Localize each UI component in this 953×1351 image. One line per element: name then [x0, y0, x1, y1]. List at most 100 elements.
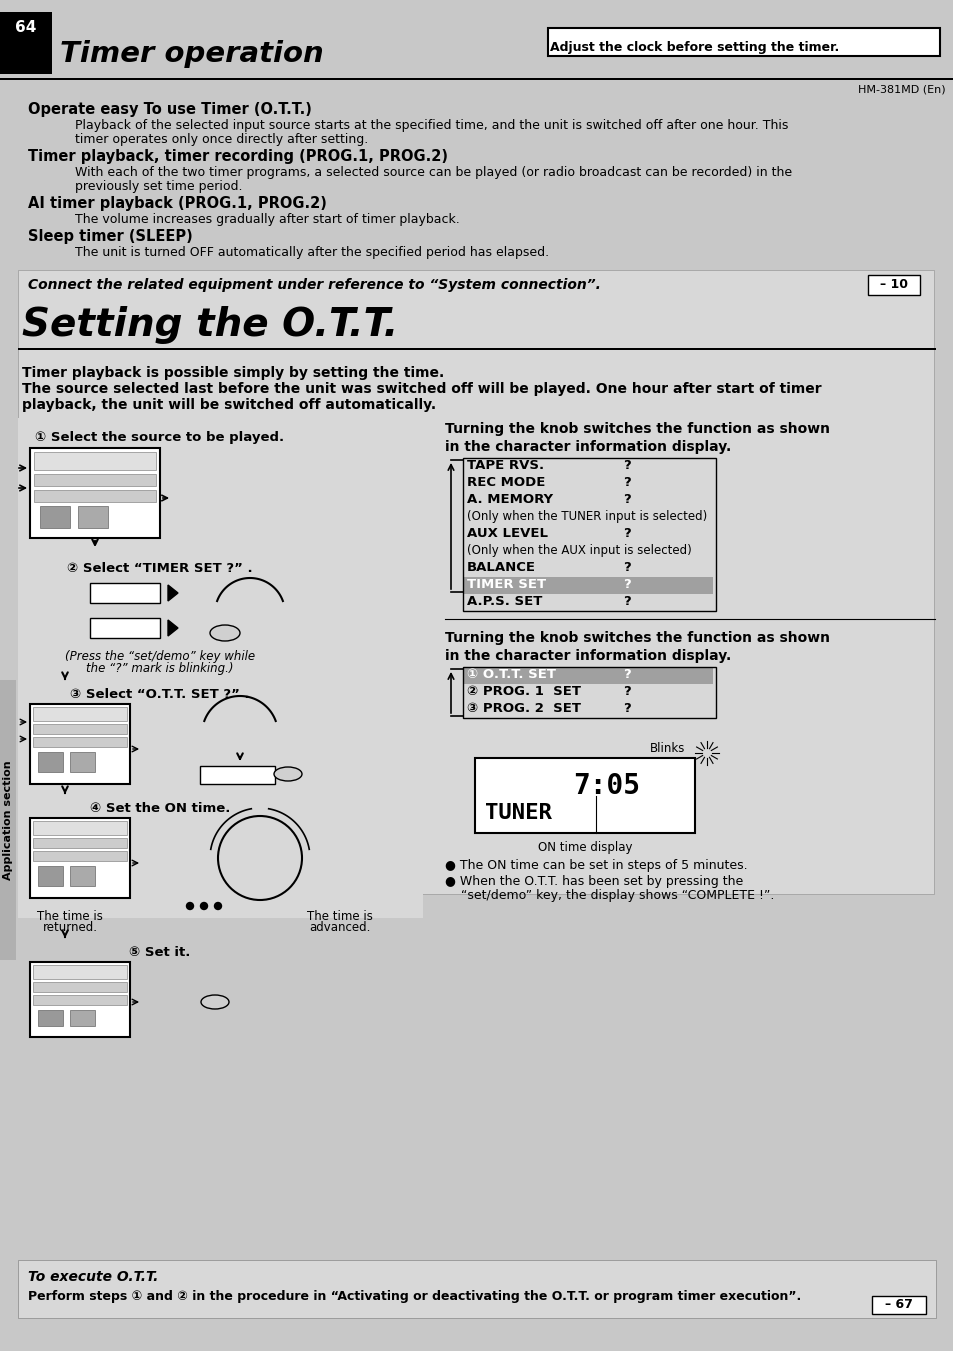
Text: ?: ?: [622, 527, 630, 540]
Bar: [34, 453, 156, 470]
Bar: [30, 449, 160, 538]
Bar: [18, 349, 935, 350]
Ellipse shape: [274, 767, 302, 781]
Text: Setting the O.T.T.: Setting the O.T.T.: [22, 305, 397, 345]
Bar: [200, 766, 274, 784]
Bar: [34, 474, 156, 486]
Text: TAPE RVS.: TAPE RVS.: [467, 459, 543, 471]
Text: ● When the O.T.T. has been set by pressing the: ● When the O.T.T. has been set by pressi…: [444, 875, 742, 888]
Text: Timer playback is possible simply by setting the time.: Timer playback is possible simply by set…: [22, 366, 444, 380]
Bar: [30, 962, 130, 1038]
Bar: [90, 617, 160, 638]
Text: (Only when the AUX input is selected): (Only when the AUX input is selected): [467, 544, 691, 557]
Text: ② PROG. 1  SET: ② PROG. 1 SET: [467, 685, 580, 698]
Bar: [33, 707, 127, 721]
Text: Playback of the selected input source starts at the specified time, and the unit: Playback of the selected input source st…: [75, 119, 787, 132]
Bar: [78, 507, 108, 528]
Text: ?: ?: [622, 703, 630, 715]
Circle shape: [200, 902, 208, 909]
Ellipse shape: [201, 994, 229, 1009]
Text: ?: ?: [622, 476, 630, 489]
Text: in the character information display.: in the character information display.: [444, 648, 731, 663]
Text: “set/demo” key, the display shows “COMPLETE !”.: “set/demo” key, the display shows “COMPL…: [444, 889, 774, 902]
Text: 64: 64: [15, 20, 36, 35]
Text: ● The ON time can be set in steps of 5 minutes.: ● The ON time can be set in steps of 5 m…: [444, 859, 747, 871]
Text: BALANCE: BALANCE: [467, 561, 536, 574]
Bar: [33, 821, 127, 835]
Text: HM-381MD (En): HM-381MD (En): [858, 84, 945, 95]
Bar: [33, 838, 127, 848]
Text: AUX LEVEL: AUX LEVEL: [467, 527, 547, 540]
Text: timer operates only once directly after setting.: timer operates only once directly after …: [75, 132, 368, 146]
Text: ?: ?: [622, 493, 630, 507]
Text: in the character information display.: in the character information display.: [444, 440, 731, 454]
Bar: [30, 704, 130, 784]
Bar: [33, 738, 127, 747]
Polygon shape: [168, 585, 178, 601]
Text: The unit is turned OFF automatically after the specified period has elapsed.: The unit is turned OFF automatically aft…: [75, 246, 549, 259]
Bar: [40, 507, 70, 528]
Text: ⑤ Set it.: ⑤ Set it.: [130, 946, 191, 958]
Text: TIMER SET: TIMER SET: [467, 578, 545, 590]
Bar: [18, 270, 933, 894]
Text: With each of the two timer programs, a selected source can be played (or radio b: With each of the two timer programs, a s…: [75, 166, 791, 178]
Bar: [462, 667, 712, 684]
Text: ④ Set the ON time.: ④ Set the ON time.: [90, 801, 230, 815]
Text: ③ PROG. 2  SET: ③ PROG. 2 SET: [467, 703, 580, 715]
Text: the “?” mark is blinking.): the “?” mark is blinking.): [86, 662, 233, 676]
Text: The time is: The time is: [307, 911, 373, 923]
Text: Adjust the clock before setting the timer.: Adjust the clock before setting the time…: [550, 41, 839, 54]
Bar: [0, 0, 953, 78]
Ellipse shape: [210, 626, 240, 640]
Text: 7:05: 7:05: [573, 771, 639, 800]
Bar: [70, 1011, 95, 1025]
Text: TUNER: TUNER: [484, 802, 551, 823]
Text: ③ Select “O.T.T. SET ?” .: ③ Select “O.T.T. SET ?” .: [71, 688, 250, 701]
Text: To execute O.T.T.: To execute O.T.T.: [28, 1270, 158, 1283]
Text: previously set time period.: previously set time period.: [75, 180, 242, 193]
Bar: [867, 276, 919, 295]
Text: (Only when the TUNER input is selected): (Only when the TUNER input is selected): [467, 509, 706, 523]
Circle shape: [214, 902, 221, 909]
Text: A. MEMORY: A. MEMORY: [467, 493, 553, 507]
Bar: [33, 965, 127, 979]
Polygon shape: [168, 620, 178, 636]
Text: The source selected last before the unit was switched off will be played. One ho: The source selected last before the unit…: [22, 382, 821, 396]
Bar: [462, 667, 716, 717]
Bar: [0, 78, 953, 80]
Bar: [462, 577, 712, 594]
Bar: [38, 753, 63, 771]
Text: advanced.: advanced.: [309, 921, 371, 934]
Text: REC MODE: REC MODE: [467, 476, 545, 489]
Text: – 10: – 10: [879, 278, 907, 292]
Bar: [547, 28, 939, 55]
Text: A.P.S. SET: A.P.S. SET: [467, 594, 542, 608]
Text: Operate easy To use Timer (O.T.T.): Operate easy To use Timer (O.T.T.): [28, 101, 312, 118]
Text: – 67: – 67: [884, 1298, 912, 1312]
Bar: [33, 982, 127, 992]
Text: ?: ?: [622, 685, 630, 698]
Text: AI timer playback (PROG.1, PROG.2): AI timer playback (PROG.1, PROG.2): [28, 196, 327, 211]
Bar: [70, 753, 95, 771]
Text: ?: ?: [622, 459, 630, 471]
Text: ① Select the source to be played.: ① Select the source to be played.: [35, 431, 284, 444]
Bar: [90, 584, 160, 603]
Bar: [38, 1011, 63, 1025]
Bar: [0, 12, 52, 74]
Text: The time is: The time is: [37, 911, 103, 923]
Bar: [30, 817, 130, 898]
Text: Connect the related equipment under reference to “System connection”.: Connect the related equipment under refe…: [28, 278, 600, 292]
Text: Turning the knob switches the function as shown: Turning the knob switches the function a…: [444, 422, 829, 436]
Text: ① O.T.T. SET: ① O.T.T. SET: [467, 667, 556, 681]
Bar: [0, 680, 16, 961]
Bar: [70, 866, 95, 886]
Bar: [38, 866, 63, 886]
Text: ② Select “TIMER SET ?” .: ② Select “TIMER SET ?” .: [67, 562, 253, 574]
Text: The volume increases gradually after start of timer playback.: The volume increases gradually after sta…: [75, 213, 459, 226]
Text: Blinks: Blinks: [649, 742, 684, 755]
Text: ?: ?: [622, 667, 630, 681]
Text: ?: ?: [622, 594, 630, 608]
Bar: [33, 724, 127, 734]
Text: Timer playback, timer recording (PROG.1, PROG.2): Timer playback, timer recording (PROG.1,…: [28, 149, 448, 163]
Text: (Press the “set/demo” key while: (Press the “set/demo” key while: [65, 650, 254, 663]
